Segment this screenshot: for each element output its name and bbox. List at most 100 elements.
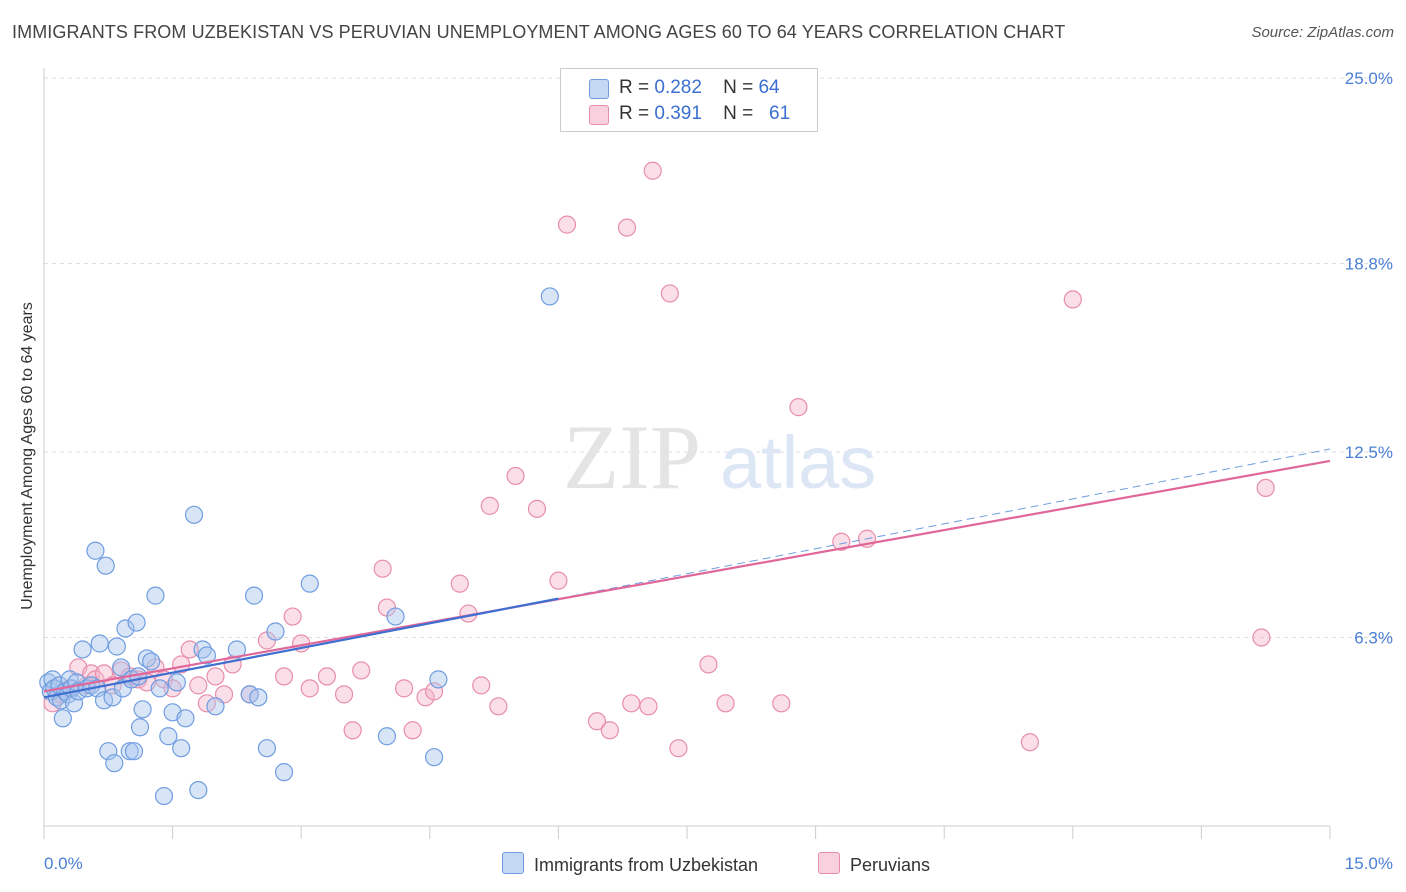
uzbekistan-point [96, 556, 115, 575]
uzbekistan-trend-line [43, 597, 559, 699]
uzbekistan-point [189, 780, 208, 800]
correlation-legend: R = 0.282 N = 64 R = 0.391 N = 61 [560, 68, 818, 132]
peruvians-point [832, 532, 851, 551]
source-credit: Source: ZipAtlas.com [1251, 24, 1394, 41]
uzbekistan-point [249, 688, 268, 707]
legend-item-peruvians[interactable]: Peruvians [818, 852, 930, 876]
y-tick-label: 12.5% [1345, 443, 1393, 462]
uzbekistan-point [206, 697, 225, 716]
peruvians-point [424, 682, 444, 701]
x-tick-label: 15.0% [1345, 854, 1393, 873]
peruvians-point [643, 161, 662, 180]
uzbekistan-point [142, 652, 161, 671]
peruvians-point [480, 496, 499, 515]
peruvians-point [587, 712, 607, 731]
legend-label: Peruvians [850, 855, 931, 875]
legend-label: Immigrants from Uzbekistan [534, 855, 759, 875]
uzbekistan-point [130, 718, 150, 737]
peruvians-point [180, 640, 199, 659]
uzbekistan-point [120, 742, 139, 761]
uzbekistan-point [159, 727, 178, 746]
tick-labels: 6.3% 12.5% 18.8% 25.0% 0.0% 15.0% [44, 69, 1393, 873]
uzbekistan-point [146, 586, 165, 605]
peruvians-point [373, 559, 392, 578]
peruvians-point [1252, 628, 1271, 647]
n-label: N = [723, 103, 754, 124]
peruvians-point [622, 694, 641, 713]
uzbekistan-point [266, 622, 285, 641]
uzbekistan-point [64, 694, 84, 713]
watermark-zip: ZIP [563, 406, 701, 508]
uzbekistan-point [184, 505, 204, 524]
uzbekistan-point [386, 607, 405, 626]
x-tick-label: 0.0% [44, 854, 83, 873]
legend-swatch-pink [589, 105, 609, 125]
watermark: ZIP atlas [563, 406, 876, 508]
n-value: 64 [758, 77, 780, 98]
legend-swatch-pink [818, 852, 840, 874]
peruvians-point [283, 607, 302, 626]
y-tick-label: 6.3% [1354, 629, 1393, 648]
uzbekistan-point [540, 287, 559, 306]
r-value: 0.282 [654, 77, 702, 98]
uzbekistan-point [116, 619, 135, 638]
r-label: R = [619, 103, 650, 124]
uzbekistan-point [90, 634, 109, 653]
peruvians-point [1020, 733, 1040, 752]
uzbekistan-point [154, 786, 174, 806]
n-value: 61 [769, 103, 791, 124]
peruvians-point [394, 679, 414, 698]
peruvians-point [716, 694, 735, 713]
peruvians-point [617, 218, 637, 237]
uzbekistan-point [103, 688, 122, 707]
peruvians-point [549, 571, 568, 590]
uzbekistan-point [99, 742, 118, 761]
r-label: R = [619, 77, 650, 98]
watermark-atlas: atlas [720, 421, 876, 504]
legend-item-uzbekistan[interactable]: Immigrants from Uzbekistan [502, 852, 758, 876]
n-label: N = [723, 77, 754, 98]
uzbekistan-point [86, 541, 105, 560]
uzbekistan-point [107, 637, 126, 656]
uzbekistan-point [244, 586, 264, 605]
y-tick-label: 18.8% [1345, 255, 1393, 274]
peruvians-point [600, 721, 619, 740]
peruvians-point [334, 685, 354, 704]
uzbekistan-point [167, 673, 186, 692]
legend-swatch-blue [502, 852, 524, 874]
legend-swatch-blue [589, 79, 609, 99]
uzbekistan-point [73, 640, 92, 659]
peruvians-point [300, 679, 319, 698]
chart-title: IMMIGRANTS FROM UZBEKISTAN VS PERUVIAN U… [12, 22, 1066, 42]
uzbekistan-point [300, 574, 319, 593]
peruvians-point [699, 655, 718, 674]
peruvians-point [527, 499, 547, 518]
uzbekistan-point [112, 658, 131, 677]
uzbekistan-point [172, 739, 191, 758]
y-axis-label: Unemployment Among Ages 60 to 64 years [19, 302, 36, 610]
uzbekistan-point [274, 763, 294, 782]
peruvians-point [472, 676, 491, 695]
peruvians-point [403, 721, 422, 740]
uzbekistan-point [53, 709, 72, 728]
peruvians-point [1063, 290, 1082, 309]
gridlines [44, 77, 1395, 639]
uzbekistan-points [39, 287, 559, 806]
peruvians-points [43, 161, 1275, 758]
uzbekistan-point [124, 742, 144, 761]
peruvians-point [274, 667, 294, 686]
uzbekistan-point [150, 679, 169, 698]
peruvians-point [557, 215, 577, 234]
axes [43, 68, 1331, 839]
uzbekistan-point [127, 613, 146, 632]
peruvians-point [489, 697, 508, 716]
uzbekistan-point [377, 727, 397, 746]
peruvians-point [669, 739, 688, 758]
uzbekistan-point [424, 748, 444, 767]
peruvians-point [660, 284, 679, 303]
legend-text: R = 0.391 N = 61 [619, 103, 790, 125]
peruvians-point [317, 667, 337, 686]
peruvians-point [772, 694, 791, 713]
peruvians-point [206, 667, 225, 686]
